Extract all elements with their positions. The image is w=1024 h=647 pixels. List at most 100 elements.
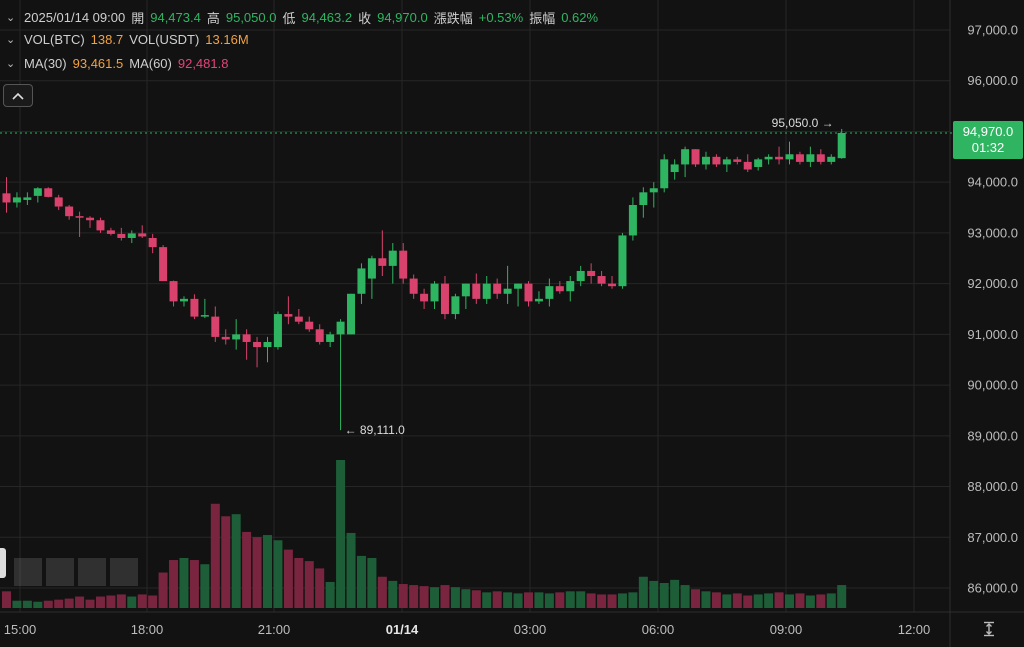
candle [23,192,32,206]
candle-body [33,188,42,196]
volume-bar [764,593,774,608]
ma-legend: ⌄ MA(30) 93,461.5 MA(60) 92,481.8 [6,56,228,71]
volume-bar [148,595,158,608]
candle-body [534,298,543,302]
candle [440,276,449,320]
candle [106,227,115,236]
candle [816,149,825,165]
candle [587,263,596,284]
chevron-down-icon[interactable]: ⌄ [6,34,16,46]
fit-axis-button[interactable] [976,618,1002,640]
candle-body [701,156,710,165]
volume-bar [503,592,513,608]
price-axis-tick: 93,000.0 [967,225,1018,240]
vol-usdt-label: VOL(USDT) [129,32,200,47]
time-axis-labels: 15:00 18:00 21:00 01/14 03:00 06:00 09:00 12:00 [4,622,931,637]
candle [524,281,533,307]
candle [649,182,658,208]
candle [534,291,543,304]
open-label: 開 [131,11,145,26]
candle [461,283,470,309]
candle [305,316,314,332]
candle [743,154,752,173]
candle [806,146,815,167]
candle-body [378,258,387,266]
candle [545,278,554,307]
candle [242,329,251,360]
candle [65,205,74,220]
chevron-down-icon[interactable]: ⌄ [6,58,16,70]
okx-watermark-logo [14,558,138,586]
volume-bar [106,595,116,608]
candle-body [75,216,84,218]
candle-body [221,336,230,340]
candle-body [618,235,627,287]
volume-bar [659,582,669,608]
candle-body [764,156,773,160]
volume-bar [638,576,648,608]
volume-bar [544,593,554,608]
volume-bar [158,572,168,608]
candle-body [806,154,815,162]
high-marker-label: 95,050.0 → [772,116,834,130]
volume-bar [242,531,252,608]
candle-body [649,188,658,193]
volume-bar [2,591,11,608]
vol-usdt-value: 13.16M [205,32,249,47]
volume-bar [95,596,105,608]
ma30-value: 93,461.5 [72,56,124,71]
volume-bar [283,549,293,608]
candle-body [440,283,449,315]
candle [827,154,836,165]
volume-bar [189,560,199,608]
volume-bar [64,598,74,608]
price-axis-tick: 96,000.0 [967,73,1018,88]
candle-body [200,315,209,317]
candle [86,216,95,228]
change-label: 漲跌幅 [433,11,473,26]
collapse-legend-button[interactable] [3,84,33,107]
candle-body [190,298,199,317]
candle-body [242,334,251,342]
candle [681,146,690,178]
price-axis-tick: 89,000.0 [967,428,1018,443]
high-value: 95,050.0 [225,10,277,25]
volume-bar [169,560,179,608]
volume-bar [607,594,617,608]
candle [211,306,220,342]
candle [576,265,585,287]
candle [179,296,188,307]
candle-body [44,188,53,197]
volume-bar [367,557,377,608]
candle-body [347,293,356,335]
price-axis-tick: 90,000.0 [967,378,1018,393]
volume-bar [419,586,429,608]
candle-body [86,217,95,221]
candle [367,255,376,299]
candle-body [472,283,481,299]
volume-bar [273,540,283,608]
candle [326,331,335,348]
side-panel-handle[interactable] [0,548,6,578]
volume-bar [816,594,826,608]
volume-bar [179,557,189,608]
volume-bar [795,593,805,608]
candle [555,281,564,294]
volume-bar [711,592,721,608]
candle-body [691,149,700,165]
candle-body [775,156,784,160]
candle-body [273,314,282,348]
volume-bar [22,600,32,608]
candle [315,324,324,345]
candle [618,232,627,289]
candle-body [315,329,324,342]
volume-bar [231,514,241,608]
price-axis-tick: 94,000.0 [967,175,1018,190]
candle [148,233,157,254]
volume-bar [597,594,607,608]
chevron-down-icon[interactable]: ⌄ [6,12,16,24]
volume-bar [471,590,481,608]
volume-bar [617,593,627,608]
candle [347,293,356,335]
